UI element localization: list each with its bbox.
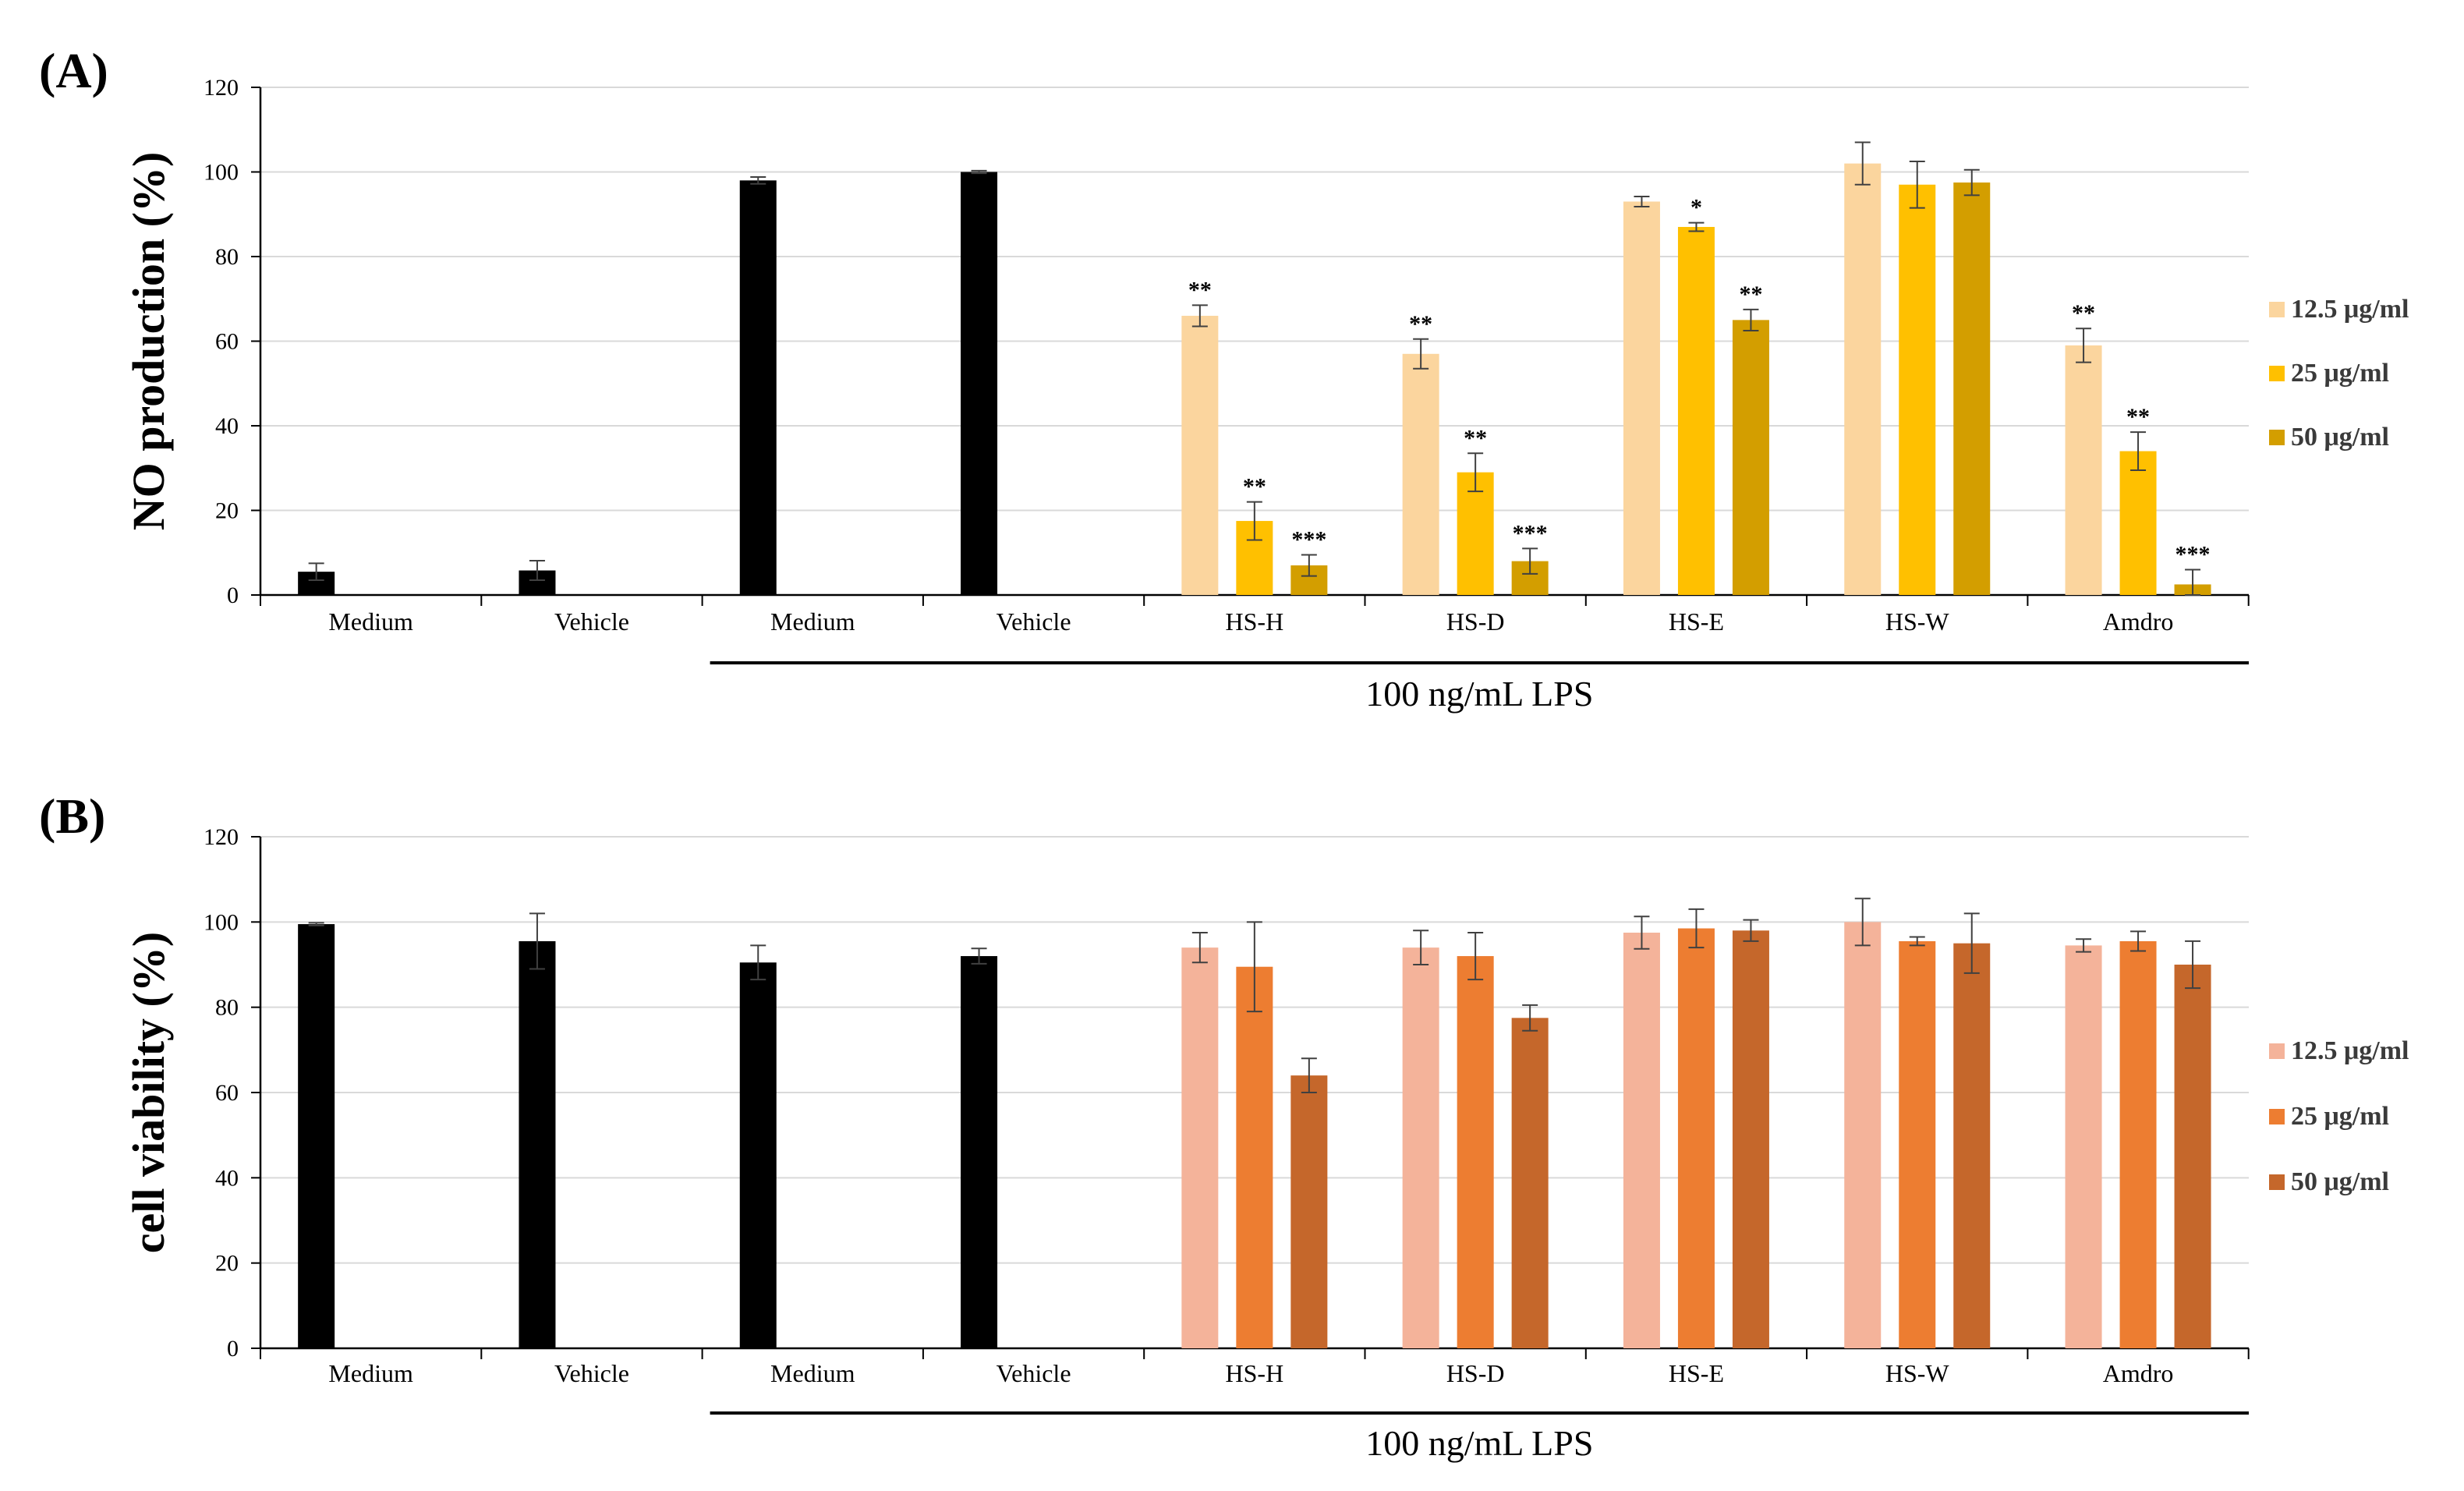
lps-bracket-label: 100 ng/mL LPS <box>1365 674 1593 714</box>
y-tick-label: 20 <box>215 1251 239 1277</box>
y-tick-label: 60 <box>215 329 239 355</box>
x-category-label: HS-W <box>1885 607 1950 636</box>
significance-mark: ** <box>1409 311 1432 337</box>
series-bar <box>1181 315 1219 595</box>
x-category-label: Amdro <box>2103 1359 2174 1387</box>
series-bar <box>2119 940 2157 1348</box>
control-bar <box>298 924 335 1348</box>
y-tick-label: 60 <box>215 1080 239 1106</box>
series-bar <box>1623 933 1660 1348</box>
y-tick-label: 40 <box>215 1165 239 1191</box>
legend-label: 25 μg/ml <box>2291 359 2389 388</box>
y-axis-title: NO production (%) <box>123 152 174 531</box>
y-tick-label: 120 <box>204 75 239 101</box>
legend-swatch <box>2269 366 2285 381</box>
control-bar <box>739 180 777 596</box>
panel-label: (A) <box>39 43 108 98</box>
legend-swatch <box>2269 302 2285 317</box>
y-axis-title: cell viability (%) <box>123 932 174 1253</box>
x-category-label: HS-H <box>1226 1359 1284 1387</box>
series-bar <box>1290 1075 1328 1348</box>
legend-swatch <box>2269 1109 2285 1124</box>
series-bar <box>1402 947 1439 1348</box>
x-category-label: Vehicle <box>997 1359 1071 1387</box>
y-tick-label: 100 <box>204 160 239 186</box>
series-bar <box>2119 451 2157 595</box>
y-tick-label: 80 <box>215 995 239 1021</box>
series-bar <box>1732 320 1769 595</box>
y-tick-label: 0 <box>227 1336 239 1362</box>
series-bar <box>1899 184 1936 595</box>
legend-label: 12.5 μg/ml <box>2291 295 2409 324</box>
x-category-label: HS-D <box>1446 607 1505 636</box>
series-bar <box>1511 1018 1549 1348</box>
series-bar <box>1844 922 1882 1348</box>
x-category-label: HS-H <box>1226 607 1284 636</box>
x-category-label: HS-E <box>1669 607 1724 636</box>
series-bar <box>1677 227 1715 595</box>
significance-mark: *** <box>1291 526 1326 552</box>
series-bar <box>1899 940 1936 1348</box>
y-tick-label: 120 <box>204 824 239 850</box>
series-bar <box>1732 930 1769 1348</box>
x-category-label: Medium <box>328 607 413 636</box>
panel-label: (B) <box>39 788 105 844</box>
significance-mark: ** <box>1739 282 1762 307</box>
series-bar <box>1236 966 1273 1348</box>
series-bar <box>1953 182 1991 595</box>
x-category-label: Vehicle <box>554 607 629 636</box>
significance-mark: ** <box>2126 404 2150 430</box>
series-bar <box>2065 345 2102 595</box>
y-tick-label: 20 <box>215 498 239 524</box>
legend-swatch <box>2269 430 2285 445</box>
control-bar <box>739 962 777 1348</box>
control-bar <box>961 956 998 1348</box>
series-bar <box>1677 928 1715 1348</box>
x-category-label: Vehicle <box>997 607 1071 636</box>
significance-mark: ** <box>1188 277 1212 303</box>
series-bar <box>1844 163 1882 595</box>
x-category-label: HS-E <box>1669 1359 1724 1387</box>
significance-mark: *** <box>1513 520 1548 546</box>
control-bar <box>961 172 998 595</box>
x-category-label: Medium <box>328 1359 413 1387</box>
series-bar <box>1457 956 1494 1348</box>
series-bar <box>1623 201 1660 595</box>
legend-label: 25 μg/ml <box>2291 1102 2389 1131</box>
x-category-label: Vehicle <box>554 1359 629 1387</box>
significance-mark: ** <box>2072 300 2095 326</box>
y-tick-label: 100 <box>204 909 239 935</box>
series-bar <box>1953 943 1991 1348</box>
legend-label: 12.5 μg/ml <box>2291 1036 2409 1065</box>
y-tick-label: 40 <box>215 413 239 439</box>
series-bar <box>1181 947 1219 1348</box>
significance-mark: ** <box>1243 474 1266 500</box>
x-category-label: HS-W <box>1885 1359 1950 1387</box>
significance-mark: *** <box>2175 541 2211 567</box>
series-bar <box>1457 472 1494 595</box>
panel-b: (B) 0 20 40 60 80 100 120 Medium Vehicle Medium Veh… <box>39 788 2409 1463</box>
lps-bracket-label: 100 ng/mL LPS <box>1365 1423 1593 1463</box>
significance-mark: * <box>1690 195 1702 221</box>
x-category-label: Amdro <box>2103 607 2174 636</box>
x-category-label: Medium <box>770 1359 855 1387</box>
x-category-label: Medium <box>770 607 855 636</box>
legend-swatch <box>2269 1174 2285 1190</box>
legend-label: 50 μg/ml <box>2291 1167 2389 1196</box>
series-bar <box>2065 945 2102 1348</box>
control-bar <box>519 940 556 1348</box>
y-tick-label: 80 <box>215 244 239 270</box>
legend-label: 50 μg/ml <box>2291 423 2389 452</box>
series-bar <box>1402 353 1439 595</box>
significance-mark: ** <box>1464 425 1487 451</box>
series-bar <box>2174 965 2211 1348</box>
legend-swatch <box>2269 1043 2285 1059</box>
y-tick-label: 0 <box>227 583 239 608</box>
panel-a: (A) 0 20 40 60 80 100 120 Medium Vehicle Medium Veh… <box>39 43 2409 714</box>
x-category-label: HS-D <box>1446 1359 1505 1387</box>
